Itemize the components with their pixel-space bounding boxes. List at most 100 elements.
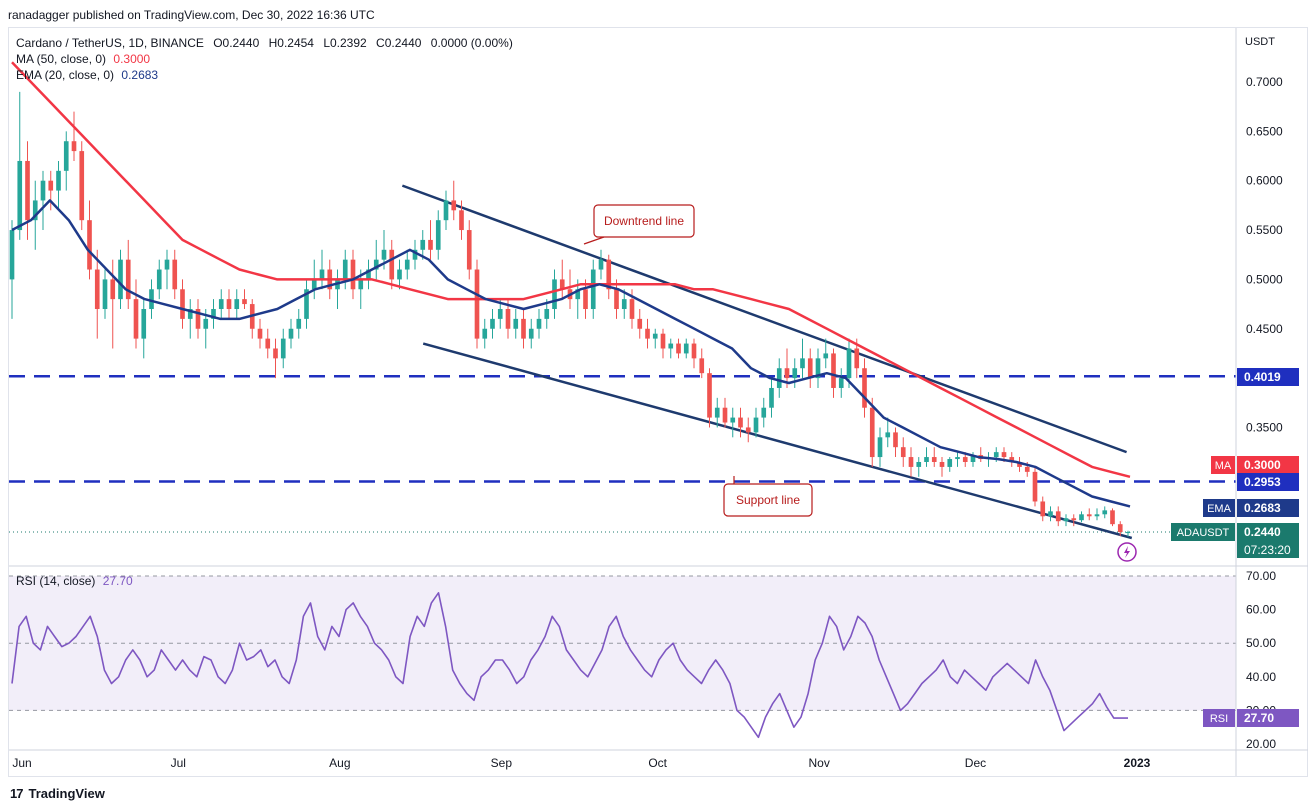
candle-body: [397, 269, 402, 280]
candle-body: [800, 358, 805, 369]
candle-body: [63, 141, 69, 171]
candle-body: [823, 353, 829, 359]
last-price-tag-bg: [1237, 523, 1299, 541]
ema-label: EMA (20, close, 0): [16, 68, 115, 82]
candle-body: [1125, 532, 1131, 534]
candle-body: [575, 289, 581, 300]
chart-frame[interactable]: [8, 27, 1308, 777]
legend-ema-row[interactable]: EMA (20, close, 0) 0.2683: [16, 68, 158, 82]
candle-body: [621, 299, 627, 310]
candle-body: [1079, 514, 1084, 521]
ma-label: MA (50, close, 0): [16, 52, 107, 66]
candle-body: [784, 368, 790, 379]
legend-ma-row[interactable]: MA (50, close, 0) 0.3000: [16, 52, 150, 66]
candle-body: [497, 309, 503, 319]
candle-body: [893, 432, 898, 448]
ma50-line: [11, 61, 1131, 479]
candle-body: [1001, 452, 1007, 458]
ohlc-high: H0.2454: [268, 36, 314, 50]
candle-body: [311, 279, 317, 290]
ma-price-tag-value: 0.3000: [1244, 458, 1281, 472]
candle-body: [753, 417, 759, 433]
candle-body: [373, 259, 379, 270]
candle-body: [854, 348, 860, 369]
candle-body: [319, 269, 325, 280]
rsi-tick-label: 60.00: [1246, 603, 1276, 617]
downtrend-callout-label: Downtrend line: [604, 214, 684, 228]
legend-rsi-row[interactable]: RSI (14, close) 27.70: [16, 574, 133, 588]
candle-body: [1117, 524, 1123, 533]
last-price-tag-side-bg: [1171, 523, 1235, 541]
candle-body: [381, 249, 387, 260]
candle-body: [877, 437, 883, 458]
candle-body: [242, 299, 247, 305]
candle-body: [598, 259, 604, 270]
support-callout-label: Support line: [736, 493, 800, 507]
rsi-price-tag-bg: [1237, 709, 1299, 727]
candle-body: [583, 289, 588, 310]
candle-body: [234, 299, 240, 310]
tradingview-brand: TradingView: [28, 786, 105, 801]
candle-body: [482, 328, 488, 339]
moving-averages: [11, 61, 1131, 508]
candle-body: [9, 230, 15, 280]
candle-body: [769, 387, 774, 408]
candle-body: [1102, 510, 1108, 515]
candle-body: [536, 318, 542, 329]
candle-body: [1017, 461, 1022, 467]
candle-body: [947, 459, 953, 467]
candle-body: [931, 457, 937, 462]
candle-body: [730, 417, 736, 423]
price-tick-label: 0.5500: [1246, 223, 1283, 237]
candle-body: [544, 309, 550, 319]
ma-price-tag-side-label: MA: [1215, 460, 1232, 472]
candle-body: [265, 338, 271, 349]
candle-body: [490, 318, 495, 329]
candle-body: [342, 259, 348, 280]
candle-body: [614, 289, 619, 310]
candle-body: [25, 160, 30, 221]
candle-body: [521, 318, 526, 339]
candle-body: [187, 309, 193, 319]
time-tick-label: Dec: [965, 756, 986, 770]
candle-body: [552, 279, 557, 310]
candle-body: [257, 328, 263, 339]
candle-body: [389, 249, 395, 280]
candle-body: [676, 343, 681, 354]
rsi-tick-label: 20.00: [1246, 737, 1276, 751]
candle-body: [1110, 510, 1115, 525]
candle-body: [559, 279, 565, 290]
candle-body: [56, 170, 61, 191]
candle-body: [908, 457, 914, 467]
time-tick-label: Nov: [809, 756, 830, 770]
candle-body: [668, 343, 674, 349]
tradingview-logo[interactable]: 17 TradingView: [10, 786, 105, 801]
price-tick-label: 0.3500: [1246, 420, 1283, 434]
candle-body: [645, 328, 650, 339]
candle-body: [831, 353, 836, 388]
candle-body: [1009, 457, 1015, 462]
candle-body: [296, 318, 302, 329]
rsi-tick-label: 40.00: [1246, 670, 1276, 684]
candle-body: [629, 299, 635, 319]
candle-body: [722, 407, 728, 423]
candle-body: [1040, 501, 1046, 517]
candle-body: [226, 299, 232, 310]
candle-body: [606, 259, 612, 290]
candle-body: [869, 407, 875, 458]
chart-grid: [9, 565, 1308, 751]
candle-body: [761, 407, 767, 418]
candle-body: [745, 427, 751, 433]
ema20-line: [11, 199, 1131, 508]
last-price-tag-side-label: ADAUSDT: [1177, 527, 1230, 539]
candle-body: [924, 457, 929, 462]
candle-body: [280, 338, 286, 359]
ema-price-tag-bg: [1237, 499, 1299, 517]
rsi-tick-label: 70.00: [1246, 569, 1276, 583]
candle-body: [40, 180, 46, 201]
candle-body: [846, 348, 852, 379]
annotations: Downtrend line Support line: [583, 204, 1137, 562]
downtrend-line: [401, 184, 1128, 454]
price-tick-label: 0.5000: [1246, 272, 1283, 286]
